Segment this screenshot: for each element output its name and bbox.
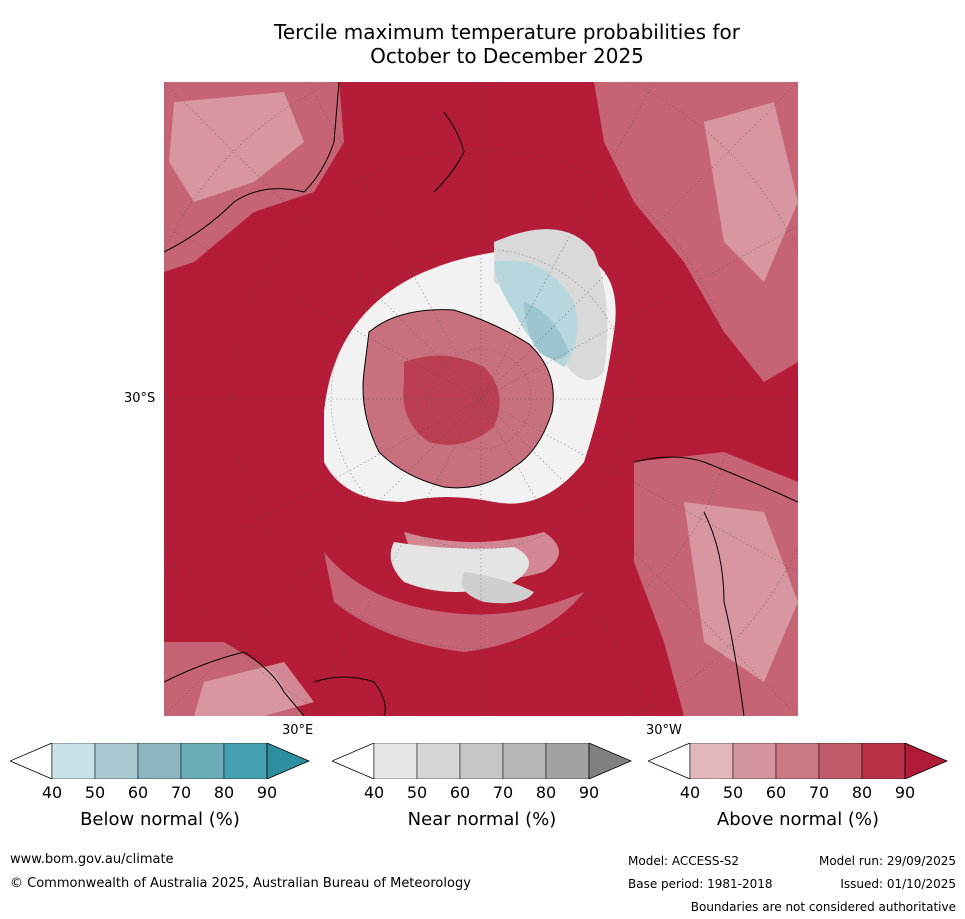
- colorbar-above-bin: [732, 742, 777, 780]
- issued-text: Issued: 01/10/2025: [840, 877, 956, 891]
- colorbar-above-lower-extension: [646, 742, 691, 780]
- colorbar-above-tick: 90: [894, 783, 916, 802]
- colorbar-above-tick: 50: [722, 783, 744, 802]
- colorbar-near-tick: 50: [406, 783, 428, 802]
- longitude-label-30e: 30°E: [282, 723, 314, 738]
- colorbar-below-lower-extension: [8, 742, 53, 780]
- colorbar-above-bin: [861, 742, 906, 780]
- colorbar-near-lower-extension: [330, 742, 375, 780]
- above-normal-pale-patches: [169, 92, 798, 716]
- title-line-2: October to December 2025: [370, 44, 644, 68]
- colorbar-above-bin: [775, 742, 820, 780]
- colorbar-above-upper-extension: [904, 742, 949, 780]
- colorbar-near-bin: [373, 742, 418, 780]
- latitude-label-30s: 30°S: [124, 391, 156, 406]
- colorbar-below-bin: [94, 742, 139, 780]
- colorbar-near-normal: 40 50 60 70 80 90: [330, 742, 633, 802]
- disclaimer-text: Boundaries are not considered authoritat…: [690, 900, 956, 914]
- colorbar-below-normal: 40 50 60 70 80 90: [8, 742, 311, 802]
- colorbar-near-tick: 60: [449, 783, 471, 802]
- colorbar-below-tick: 40: [41, 783, 63, 802]
- model-run-text: Model run: 29/09/2025: [818, 854, 956, 868]
- title-line-1: Tercile maximum temperature probabilitie…: [274, 20, 740, 44]
- map-title: Tercile maximum temperature probabilitie…: [164, 20, 850, 68]
- colorbar-above-label: Above normal (%): [716, 809, 880, 830]
- colorbar-below-tick: 80: [213, 783, 235, 802]
- colorbar-below-tick: 50: [84, 783, 106, 802]
- colorbar-near-tick: 90: [578, 783, 600, 802]
- colorbar-below-bin: [223, 742, 268, 780]
- antarctica-core: [403, 355, 500, 445]
- colorbar-above-bin: [818, 742, 863, 780]
- colorbar-near-tick: 40: [363, 783, 385, 802]
- colorbar-below-label: Below normal (%): [80, 809, 240, 830]
- coastlines: [164, 82, 798, 716]
- colorbar-above-normal: 40 50 60 70 80 90: [646, 742, 949, 802]
- colorbar-near-bin: [416, 742, 461, 780]
- colorbar-near-upper-extension: [588, 742, 633, 780]
- colorbar-above-tick: 80: [851, 783, 873, 802]
- base-period-text: Base period: 1981-2018: [628, 877, 773, 891]
- map-graphic: [164, 82, 798, 716]
- colorbar-near-bin: [545, 742, 590, 780]
- colorbar-near-bin: [459, 742, 504, 780]
- colorbar-above-tick: 70: [808, 783, 830, 802]
- colorbar-below-bin: [51, 742, 96, 780]
- longitude-label-30w: 30°W: [646, 723, 682, 738]
- colorbar-below-tick: 70: [170, 783, 192, 802]
- colorbar-near-bin: [502, 742, 547, 780]
- colorbar-near-label: Near normal (%): [407, 809, 557, 830]
- website-link[interactable]: www.bom.gov.au/climate: [10, 852, 174, 867]
- graticule: [164, 82, 798, 716]
- colorbar-below-bin: [180, 742, 225, 780]
- colorbar-below-tick: 60: [127, 783, 149, 802]
- colorbar-below-tick: 90: [256, 783, 278, 802]
- colorbar-near-tick: 70: [492, 783, 514, 802]
- colorbar-below-bin: [137, 742, 182, 780]
- copyright-text: © Commonwealth of Australia 2025, Austra…: [10, 876, 471, 891]
- map-panel: [164, 82, 798, 716]
- model-text: Model: ACCESS-S2: [628, 854, 740, 868]
- colorbar-below-upper-extension: [266, 742, 311, 780]
- colorbar-above-tick: 40: [679, 783, 701, 802]
- colorbar-above-bin: [689, 742, 734, 780]
- colorbar-above-tick: 60: [765, 783, 787, 802]
- colorbar-near-tick: 80: [535, 783, 557, 802]
